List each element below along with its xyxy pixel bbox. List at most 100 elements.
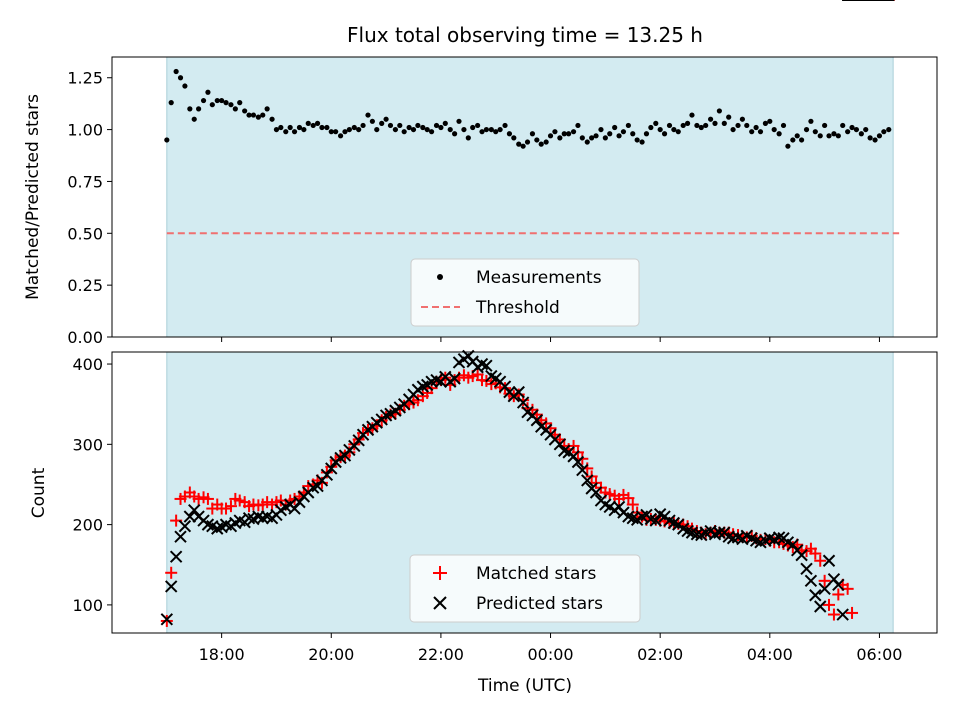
measurement-point: [360, 122, 366, 129]
measurement-point: [438, 124, 444, 131]
measurement-point: [305, 120, 311, 126]
measurement-point: [753, 124, 759, 131]
measurement-point: [749, 129, 755, 135]
measurement-point: [260, 112, 266, 118]
matched-star-point: [814, 554, 827, 567]
measurement-point: [557, 135, 563, 141]
top-legend-box: [410, 258, 640, 327]
measurement-point: [479, 129, 485, 135]
y-tick-label: 0.50: [67, 224, 103, 243]
measurement-point: [310, 122, 316, 129]
measurement-point: [552, 129, 558, 135]
measurement-point: [886, 126, 892, 133]
measurement-point: [493, 129, 499, 135]
measurement-point: [630, 131, 636, 137]
legend-predicted-label: Predicted stars: [476, 594, 603, 614]
predicted-star-point: [169, 550, 183, 563]
measurement-point: [817, 133, 823, 139]
measurement-point: [771, 126, 777, 133]
measurement-point: [269, 116, 275, 122]
measurement-point: [867, 135, 873, 141]
measurement-point: [173, 68, 179, 75]
y-tick-label: 0.75: [67, 172, 103, 191]
measurement-point: [428, 129, 435, 135]
measurement-point: [401, 129, 407, 135]
bottom-legend-box: [409, 554, 641, 623]
predicted-star-point: [814, 600, 827, 613]
measurement-point: [433, 122, 440, 129]
measurement-point: [187, 106, 193, 112]
measurement-point: [566, 131, 572, 137]
measurement-point: [840, 122, 846, 129]
measurement-point: [639, 139, 645, 145]
bottom-legend: Matched stars Predicted stars: [409, 554, 641, 623]
measurement-point: [689, 112, 695, 118]
legend-measurements-marker: [437, 274, 443, 280]
predicted-star-point: [822, 554, 836, 567]
measurement-point: [242, 108, 248, 114]
measurement-point: [374, 126, 380, 133]
predicted-star-point: [288, 502, 301, 515]
x-tick-label: 00:00: [527, 645, 573, 664]
measurement-point: [369, 118, 375, 124]
x-tick-label: 20:00: [308, 645, 354, 664]
bottom-panel: 100 200 300 400 18:00 20:00 22:00 00:00 02:00 04…: [29, 0, 938, 696]
bottom-y-ticks: 100 200 300 400: [72, 355, 112, 615]
measurement-point: [200, 97, 207, 104]
matched-star-point: [622, 492, 635, 505]
y-tick-label: 0.00: [67, 328, 103, 347]
x-tick-label: 18:00: [199, 645, 245, 664]
measurement-point: [406, 124, 412, 131]
measurement-point: [653, 120, 659, 126]
measurement-point: [182, 83, 188, 89]
matched-star-point: [809, 547, 822, 560]
measurement-point: [739, 116, 745, 122]
measurement-point: [543, 139, 549, 145]
measurement-point: [726, 114, 732, 120]
measurement-point: [612, 124, 618, 131]
measurement-point: [214, 97, 220, 104]
measurement-point: [415, 122, 421, 129]
y-tick-label: 0.25: [67, 276, 103, 295]
measurement-point: [383, 116, 389, 122]
measurement-point: [483, 126, 490, 133]
measurement-point: [461, 126, 467, 133]
predicted-star-point: [480, 359, 493, 372]
measurement-point: [579, 135, 585, 141]
measurement-point: [273, 126, 280, 133]
measurement-point: [794, 133, 800, 139]
predicted-star-point: [448, 372, 461, 385]
measurement-point: [465, 135, 471, 141]
measurement-point: [246, 112, 252, 118]
predicted-star-point: [589, 486, 603, 499]
measurement-point: [365, 112, 371, 118]
legend-measurements-label: Measurements: [476, 268, 602, 288]
measurement-point: [716, 108, 722, 114]
matched-star-point: [201, 492, 214, 505]
predicted-star-point: [804, 574, 818, 588]
measurement-point: [168, 100, 174, 106]
measurement-point: [516, 141, 522, 147]
measurement-point: [698, 124, 704, 131]
measurement-point: [620, 129, 627, 135]
measurement-point: [616, 133, 622, 139]
measurement-point: [858, 131, 864, 137]
predicted-star-point: [795, 548, 808, 562]
measurement-point: [232, 106, 238, 112]
measurement-point: [803, 126, 810, 133]
measurement-point: [671, 126, 677, 133]
measurement-point: [730, 126, 736, 133]
matched-star-point: [626, 498, 639, 511]
measurement-point: [319, 124, 325, 131]
measurement-point: [831, 131, 837, 137]
legend-predicted-marker: [433, 596, 447, 610]
measurement-point: [534, 137, 540, 143]
measurement-point: [675, 129, 681, 135]
measurement-point: [767, 118, 773, 124]
measurement-point: [255, 114, 261, 120]
measurement-point: [872, 137, 878, 143]
measurement-point: [538, 141, 544, 147]
measurement-point: [881, 129, 887, 135]
measurement-point: [703, 122, 709, 129]
